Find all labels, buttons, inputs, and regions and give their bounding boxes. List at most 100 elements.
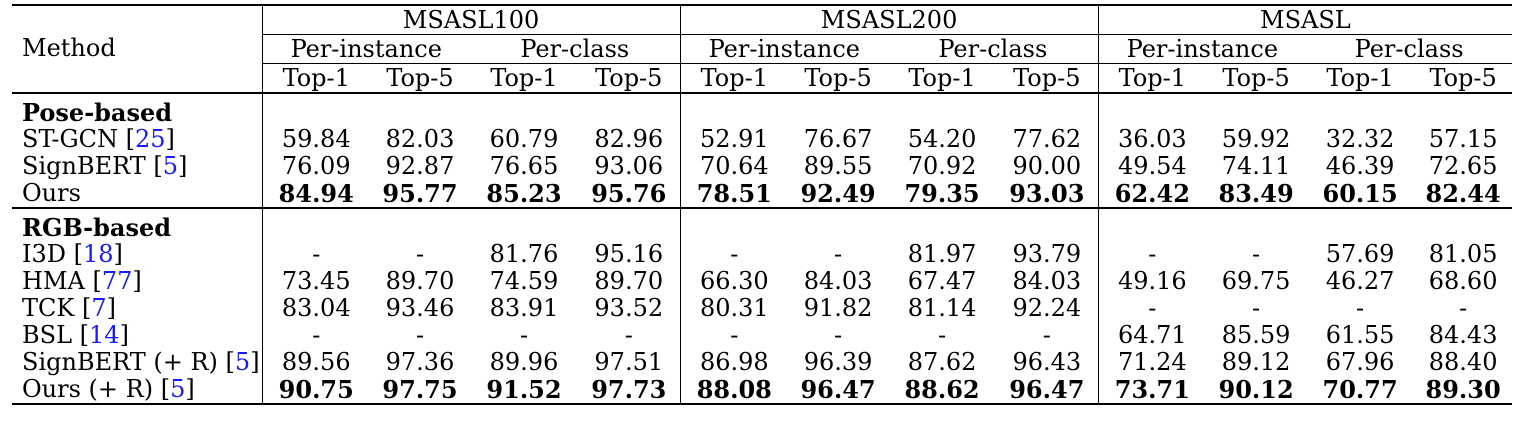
value-cell: 82.96 (578, 126, 681, 153)
value-cell: 90.00 (996, 153, 1099, 180)
empty-cell (578, 214, 681, 241)
method-name: Ours (+ R) (22, 375, 154, 403)
metric-header: Top-1 (1098, 63, 1207, 94)
value-cell: 93.79 (996, 241, 1099, 268)
citation-link[interactable]: 5 (234, 348, 251, 376)
empty-cell (370, 99, 470, 126)
value-cell: 70.92 (907, 152, 977, 180)
value-cell: 85.59 (1221, 321, 1291, 349)
value-cell: 92.24 (996, 295, 1099, 322)
empty-cell (1206, 214, 1306, 241)
section-spacer (12, 93, 1512, 99)
value-cell: 95.77 (370, 180, 470, 209)
value-cell: 76.65 (489, 152, 559, 180)
metric-header: Top-5 (578, 63, 681, 94)
method-name: I3D (22, 240, 66, 268)
empty-cell (1306, 214, 1414, 241)
table-row: I3D [18] - - 81.76 95.16 - - 81.97 93.79 - - 57.69 8… (12, 241, 1512, 268)
value-cell: 97.36 (385, 348, 455, 376)
spacer-cell (578, 93, 681, 99)
metric-group-header: Per-class (888, 34, 1099, 64)
value-cell: 78.51 (680, 180, 789, 209)
empty-cell (262, 214, 370, 241)
citation-link[interactable]: 5 (170, 375, 186, 403)
method-cell: Ours (12, 179, 263, 209)
empty-cell (680, 214, 788, 241)
value-cell: - (1252, 294, 1261, 322)
citation-link[interactable]: 25 (135, 125, 166, 153)
table-row: SignBERT (+ R) [5] 89.56 97.36 89.96 97.51 86… (12, 349, 1512, 376)
empty-cell (996, 214, 1099, 241)
method-cell: ST-GCN [25] (12, 125, 263, 153)
metric-header: Top-5 (370, 63, 470, 94)
table-row: HMA [77] 73.45 89.70 74.59 89.70 66.30 84.03 67… (12, 268, 1512, 295)
value-cell: - (937, 321, 947, 349)
value-cell: 97.75 (370, 376, 470, 405)
metric-header: Top-1 (680, 63, 789, 94)
citation-link[interactable]: 14 (89, 321, 120, 349)
empty-cell (788, 214, 888, 241)
value-cell: 95.16 (578, 241, 681, 268)
value-cell: 74.11 (1221, 152, 1291, 180)
value-cell: 60.79 (489, 125, 559, 153)
table-row: BSL [14] - - - - - - - -64.71 85.59 61.55 84.43 (12, 322, 1512, 349)
value-cell: 36.03 (1117, 125, 1187, 153)
value-cell: 93.46 (385, 294, 455, 322)
spacer-cell (12, 93, 263, 99)
value-cell: 83.49 (1206, 180, 1307, 209)
citation-link[interactable]: 77 (101, 267, 133, 295)
method-cell: SignBERT (+ R) [5] (12, 348, 263, 376)
value-cell: 90.12 (1206, 376, 1307, 405)
method-name: HMA (22, 267, 85, 295)
section-title: RGB-based (12, 214, 263, 241)
section-title: Pose-based (12, 99, 263, 126)
dataset-header: MSASL (1098, 5, 1513, 35)
empty-cell (1098, 99, 1206, 126)
spacer-cell (996, 93, 1099, 99)
value-cell: 59.84 (281, 125, 351, 153)
citation-link[interactable]: 5 (162, 152, 179, 180)
empty-cell (888, 214, 996, 241)
value-cell: - (730, 321, 739, 349)
method-name: Ours (22, 179, 81, 207)
empty-cell (370, 214, 470, 241)
value-cell: 97.51 (578, 349, 681, 376)
value-cell: 81.05 (1428, 240, 1498, 268)
method-cell: BSL [14] (12, 321, 263, 349)
value-cell: 67.96 (1325, 348, 1395, 376)
value-cell: 83.04 (281, 294, 351, 322)
value-cell: - (833, 240, 843, 268)
value-cell: 97.73 (578, 376, 681, 405)
value-cell: 49.16 (1117, 267, 1187, 295)
citation-link[interactable]: 18 (83, 240, 114, 268)
value-cell: 82.03 (385, 125, 455, 153)
value-cell: 84.43 (1428, 321, 1498, 349)
method-name: SignBERT (+ R) (22, 348, 218, 376)
value-cell: 66.30 (699, 267, 769, 295)
value-cell: 60.15 (1306, 180, 1415, 209)
value-cell: 89.96 (489, 348, 559, 376)
empty-cell (1414, 99, 1512, 126)
value-cell: 88.08 (680, 376, 789, 405)
value-cell: 81.97 (907, 240, 977, 268)
value-cell: - (312, 321, 321, 349)
empty-cell (1306, 99, 1414, 126)
table-row: Ours 84.94 95.77 85.23 95.76 78.51 92.49 79.35 9… (12, 179, 1513, 209)
empty-cell (680, 99, 788, 126)
value-cell: 54.20 (907, 125, 977, 153)
metric-header: Top-5 (1414, 63, 1513, 94)
value-cell: 92.87 (385, 152, 455, 180)
metric-header: Top-1 (470, 63, 578, 94)
value-cell: 84.03 (803, 267, 873, 295)
value-cell: 89.55 (803, 152, 873, 180)
value-cell: 80.31 (699, 294, 769, 322)
empty-cell (888, 99, 996, 126)
empty-cell (578, 99, 681, 126)
table-row: ST-GCN [25] 59.84 82.03 60.79 82.96 52.91 76.6… (12, 126, 1512, 153)
metric-group-header: Per-instance (680, 34, 889, 64)
metric-header: Top-5 (1206, 63, 1307, 94)
value-cell: - (1252, 240, 1261, 268)
citation-link[interactable]: 7 (91, 294, 107, 322)
value-cell: 96.43 (996, 349, 1099, 376)
